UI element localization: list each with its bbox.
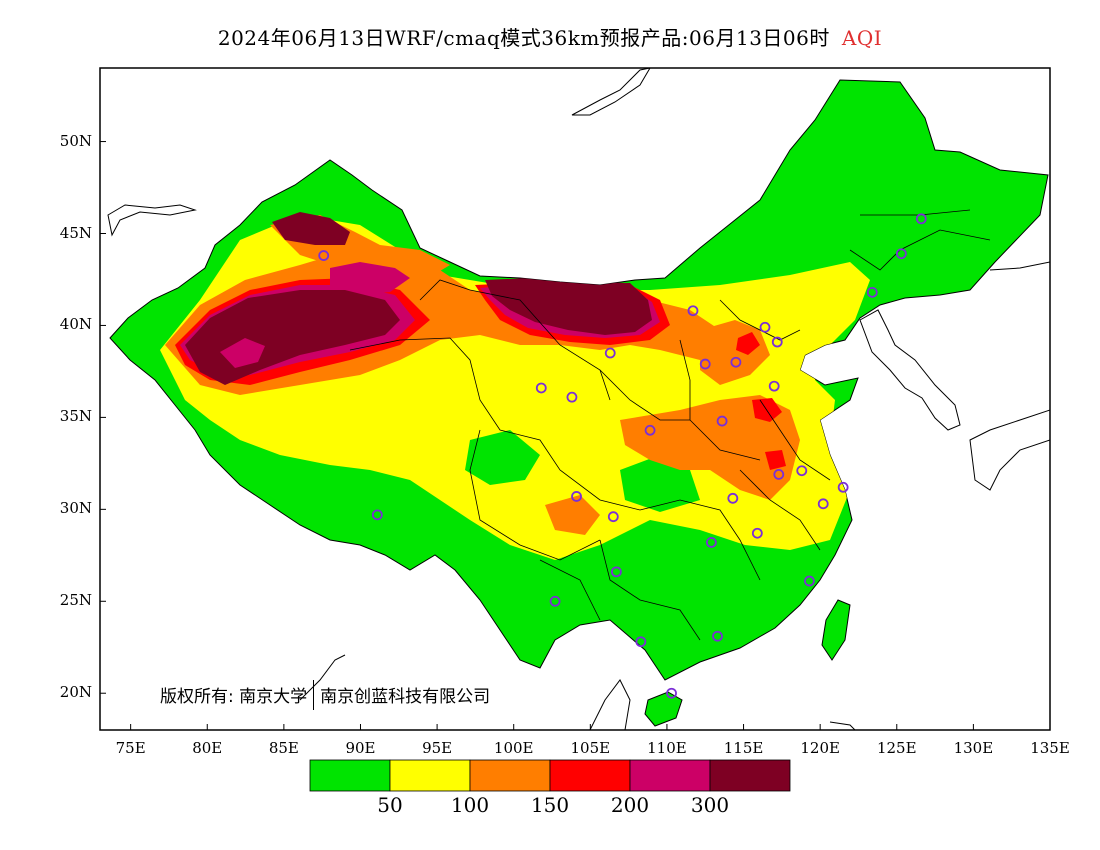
aqi-zone-sensitive: [545, 495, 600, 535]
colorbar-label: 150: [530, 793, 570, 817]
copyright-divider: [313, 680, 315, 710]
y-tick-label: 20N: [59, 683, 92, 702]
station-marker: [771, 336, 783, 348]
map-title: 2024年06月13日WRF/cmaq模式36km预报产品:06月13日06时 A…: [0, 22, 1100, 51]
aqi-zone-hazardous: [485, 278, 652, 335]
station-marker: [768, 380, 780, 392]
station-marker: [796, 465, 808, 477]
station-marker: [371, 509, 383, 521]
station-marker: [837, 481, 849, 493]
station-marker: [535, 382, 547, 394]
colorbar-swatch: [549, 759, 631, 792]
station-marker: [571, 491, 582, 502]
copyright-notice: 版权所有: 南京大学 南京创蓝科技有限公司: [160, 680, 490, 710]
aqi-zone-unhealthy: [736, 332, 760, 355]
station-marker: [687, 305, 699, 317]
x-tick-label: 105E: [570, 739, 611, 757]
province-boundaries: [349, 209, 991, 641]
copyright-org-company: 南京创蓝科技有限公司: [320, 687, 491, 707]
colorbar-label: 100: [450, 793, 490, 817]
axis-ticks: [100, 141, 1051, 730]
y-tick-label: 40N: [59, 315, 92, 334]
aqi-zone-good-pocket: [465, 430, 540, 485]
station-marker: [751, 527, 763, 539]
station-marker: [773, 468, 785, 480]
x-tick-label: 125E: [876, 739, 917, 757]
taiwan-island: [821, 599, 851, 661]
x-tick-label: 100E: [493, 739, 534, 757]
y-tick-label: 50N: [59, 131, 92, 150]
station-marker: [712, 630, 723, 642]
x-tick-label: 110E: [647, 739, 687, 757]
station-marker: [644, 424, 656, 436]
colorbar-swatch: [389, 759, 471, 792]
x-tick-label: 115E: [723, 739, 764, 757]
x-tick-label: 135E: [1030, 739, 1070, 757]
x-tick-label: 130E: [953, 739, 994, 757]
station-marker: [635, 636, 647, 648]
copyright-org-nju: 南京大学: [239, 687, 308, 707]
colorbar-swatch: [309, 759, 391, 792]
y-tick-label: 30N: [59, 499, 92, 518]
x-tick-label: 90E: [345, 739, 376, 757]
station-marker: [817, 498, 829, 510]
colorbar: [309, 759, 791, 792]
monitoring-stations: [318, 213, 927, 699]
station-marker: [759, 321, 771, 333]
station-marker: [895, 248, 907, 260]
station-marker: [716, 415, 728, 427]
station-marker: [915, 213, 927, 225]
station-marker: [804, 575, 815, 587]
title-main: 2024年06月13日WRF/cmaq模式36km预报产品:06月13日06时: [217, 26, 830, 50]
aqi-zone-unhealthy: [765, 450, 786, 470]
station-marker: [730, 356, 742, 368]
station-marker: [607, 511, 619, 523]
station-marker: [699, 358, 711, 370]
aqi-zone-very-unhealthy: [330, 262, 410, 295]
x-tick-label: 85E: [268, 739, 299, 757]
colorbar-swatch: [709, 759, 791, 792]
title-variable: AQI: [841, 26, 883, 50]
y-tick-label: 35N: [59, 407, 92, 426]
station-marker: [866, 286, 878, 298]
station-marker: [604, 347, 616, 359]
aqi-zone-hazardous: [272, 212, 350, 245]
station-marker: [610, 566, 622, 578]
x-tick-label: 95E: [422, 739, 453, 757]
aqi-zone-sensitive: [620, 395, 800, 500]
y-tick-label: 45N: [59, 223, 92, 242]
colorbar-swatch: [469, 759, 551, 792]
colorbar-label: 50: [377, 793, 403, 817]
x-tick-label: 75E: [115, 739, 146, 757]
x-tick-label: 80E: [192, 739, 223, 757]
station-marker: [727, 492, 739, 504]
colorbar-label: 300: [690, 793, 730, 817]
neighbor-coastlines: [107, 68, 1050, 730]
station-marker: [318, 250, 330, 261]
x-tick-label: 120E: [800, 739, 840, 757]
station-marker: [705, 537, 717, 548]
colorbar-label: 200: [610, 793, 650, 817]
station-marker: [666, 687, 677, 699]
station-marker: [549, 595, 561, 607]
aqi-zone-very-unhealthy: [220, 338, 265, 368]
colorbar-swatch: [629, 759, 711, 792]
y-tick-label: 25N: [59, 591, 92, 610]
copyright-owner-label: 版权所有:: [160, 687, 234, 707]
station-marker: [566, 391, 578, 403]
